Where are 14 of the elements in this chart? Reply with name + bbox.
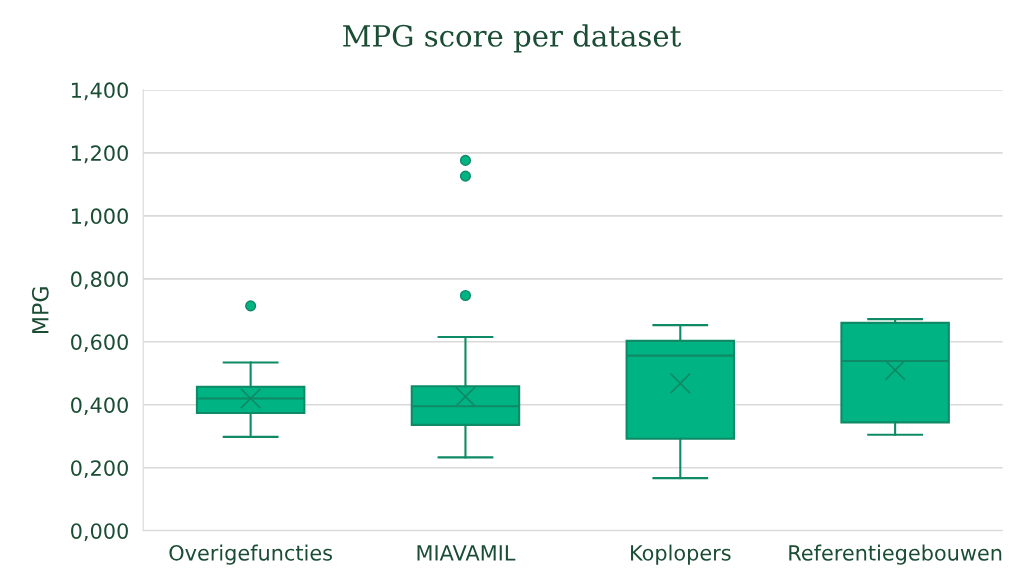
y-tick-label: 1,400: [71, 82, 128, 101]
x-tick-label: Referentiegebouwen: [789, 544, 1002, 565]
y-tick-label: 0,400: [71, 397, 128, 416]
chart-title: MPG score per dataset: [343, 24, 682, 53]
y-tick-label: 1,000: [71, 208, 128, 227]
y-tick-label: 0,800: [71, 271, 128, 290]
y-tick-label: 1,200: [71, 145, 128, 164]
y-tick-label: 0,000: [71, 523, 128, 542]
y-tick-label: 0,600: [71, 334, 128, 353]
x-tick-label: Koplopers: [631, 544, 731, 565]
x-tick-label: Overigefuncties: [169, 544, 332, 565]
y-axis-title: MPG: [31, 287, 49, 334]
x-tick-label: MIAVAMIL: [417, 545, 516, 561]
y-tick-label: 0,200: [71, 460, 128, 479]
